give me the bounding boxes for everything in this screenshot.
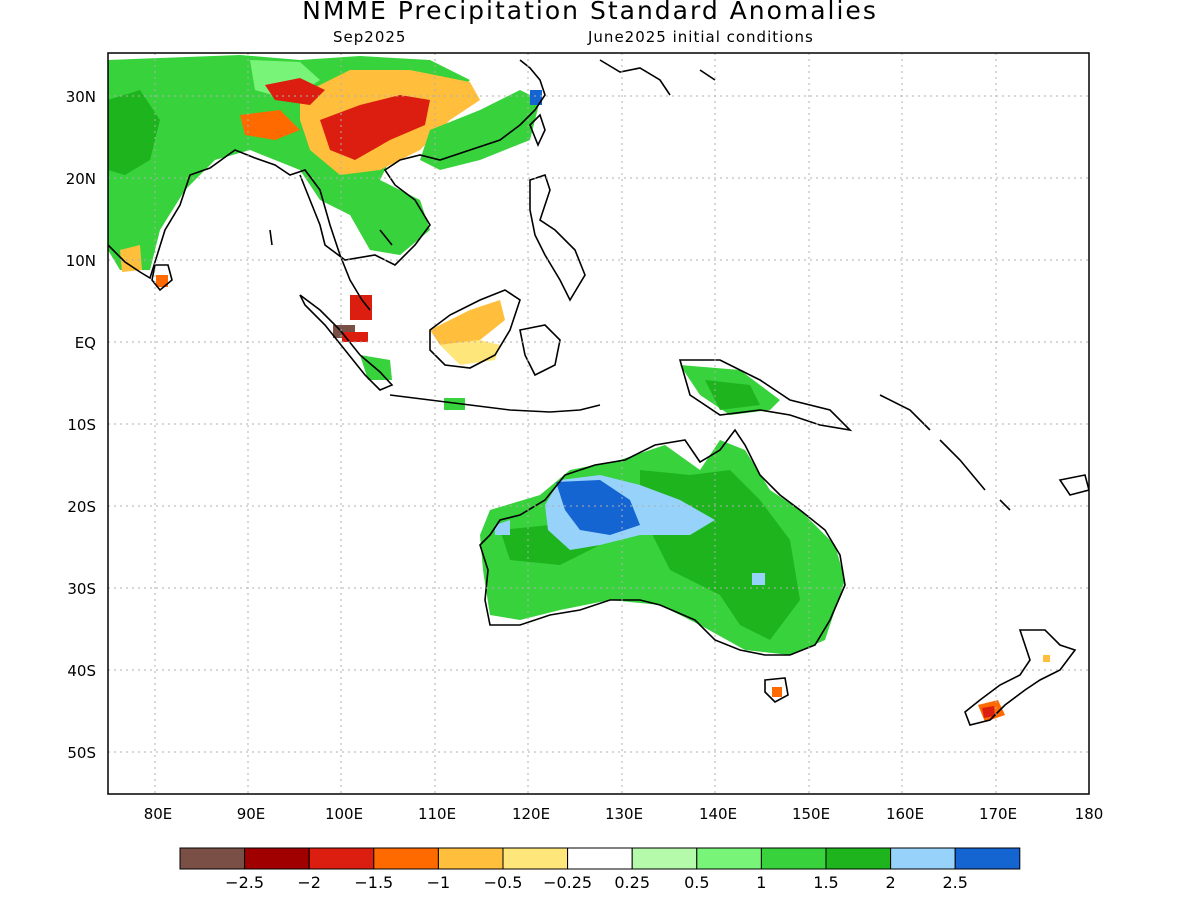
lon-label: 80E (144, 805, 173, 823)
lon-label: 170E (979, 805, 1017, 823)
colorbar-label: 0.5 (684, 873, 709, 892)
colorbar-swatch (502, 847, 569, 870)
colorbar-label: −0.25 (543, 873, 592, 892)
lon-label: 90E (237, 805, 266, 823)
lon-label: 160E (886, 805, 924, 823)
colorbar-label: 2 (886, 873, 896, 892)
colorbar-swatch (373, 847, 439, 870)
lat-label: 20S (67, 498, 96, 516)
coastlines (108, 59, 1089, 726)
initial-conditions-label: June2025 initial conditions (588, 28, 814, 46)
colorbar-swatch (567, 847, 633, 870)
latitude-axis: 30N 20N 10N EQ 10S 20S 30S 40S 50S (66, 88, 96, 762)
longitude-axis: 80E 90E 100E 110E 120E 130E 140E 150E 16… (144, 805, 1104, 823)
graticule (108, 53, 1089, 794)
lat-label: 30S (67, 580, 96, 598)
colorbar-swatch (890, 847, 956, 870)
map-plot-area (108, 55, 1050, 722)
colorbar-label: 1 (756, 873, 766, 892)
colorbar-swatch (308, 847, 375, 870)
lon-label: 100E (325, 805, 363, 823)
valid-month-label: Sep2025 (333, 28, 407, 46)
lon-label: 110E (418, 805, 456, 823)
australia-max-anomaly (556, 480, 640, 535)
lon-label: 120E (512, 805, 550, 823)
colorbar-label: −2 (297, 873, 321, 892)
lat-label: EQ (75, 334, 96, 352)
lon-label: 150E (792, 805, 830, 823)
colorbar: −2.5 −2 −1.5 −1 −0.5 −0.25 0.25 0.5 1 1.5 2 2.5 (179, 847, 1021, 892)
colorbar-label: 0.25 (614, 873, 650, 892)
plot-frame (107, 52, 1090, 795)
lat-label: 10S (67, 416, 96, 434)
lon-label: 130E (605, 805, 643, 823)
lat-label: 10N (66, 252, 96, 270)
map-title: NMME Precipitation Standard Anomalies (302, 0, 878, 25)
colorbar-swatch (437, 847, 504, 870)
colorbar-swatch (696, 847, 762, 870)
lon-label: 140E (699, 805, 737, 823)
colorbar-swatch (179, 847, 246, 870)
colorbar-swatch (631, 847, 698, 870)
colorbar-swatch (760, 847, 827, 870)
colorbar-label: −2.5 (225, 873, 264, 892)
colorbar-swatch (244, 847, 310, 870)
colorbar-swatch (954, 847, 1021, 870)
colorbar-swatch (825, 847, 892, 870)
lat-label: 20N (66, 170, 96, 188)
colorbar-label: 2.5 (942, 873, 967, 892)
colorbar-label: −1.5 (354, 873, 393, 892)
lat-label: 50S (67, 744, 96, 762)
lat-label: 40S (67, 662, 96, 680)
lon-label: 180 (1075, 805, 1104, 823)
colorbar-label: 1.5 (813, 873, 838, 892)
lat-label: 30N (66, 88, 96, 106)
colorbar-label: −1 (427, 873, 451, 892)
colorbar-label: −0.5 (484, 873, 523, 892)
